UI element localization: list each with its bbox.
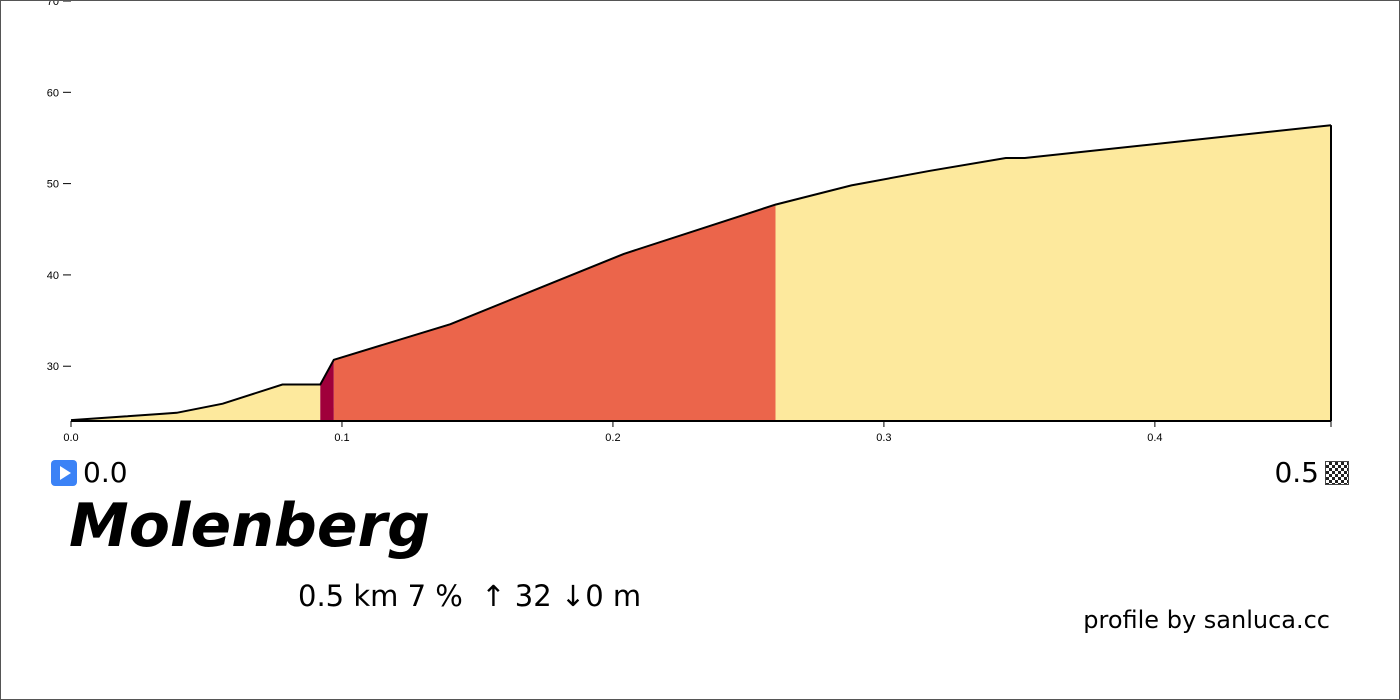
gradient-segment-steep-1 (320, 359, 334, 421)
y-tick-label: 70 (47, 1, 59, 8)
finish-marker: 0.5 (1274, 456, 1349, 489)
start-km-value: 0.0 (83, 456, 128, 489)
gradient-segment-easy-3 (775, 125, 1331, 421)
x-tick-label: 0.1 (334, 432, 349, 444)
play-start-icon (51, 459, 77, 486)
y-tick-label: 40 (47, 270, 59, 282)
elevation-profile-chart: 0.0 0.1 0.2 0.3 0.4 30 40 50 60 70 (47, 1, 1332, 444)
climb-stats: 0.5 km 7 % ↑ 32 ↓0 m (298, 579, 642, 613)
gradient-segment-medium-2 (333, 204, 776, 421)
x-tick-label: 0.4 (1147, 432, 1162, 444)
y-tick-label: 30 (47, 361, 59, 373)
y-tick-label: 50 (47, 179, 59, 191)
profile-credit: profile by sanluca.cc (1083, 606, 1330, 634)
y-tick-label: 60 (47, 87, 59, 99)
x-tick-label: 0.3 (876, 432, 891, 444)
gradient-segment-easy-0 (71, 384, 321, 421)
elevation-line (70, 124, 1332, 422)
finish-km-value: 0.5 (1274, 456, 1319, 489)
x-tick-label: 0.2 (605, 432, 620, 444)
checkered-flag-icon (1325, 460, 1349, 485)
start-marker: 0.0 (51, 456, 128, 489)
x-tick-label: 0.0 (63, 432, 78, 444)
climb-name: Molenberg (69, 491, 431, 561)
